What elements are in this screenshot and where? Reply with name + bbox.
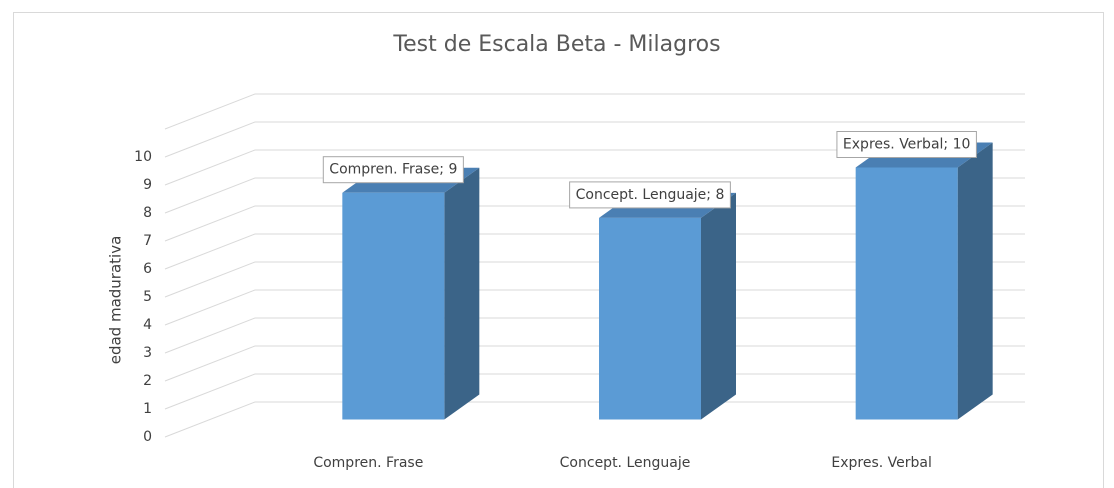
y-tick-label: 4: [143, 317, 152, 333]
y-tick-label: 9: [143, 177, 152, 193]
data-label: Compren. Frase; 9: [329, 162, 457, 178]
x-tick-label: Concept. Lenguaje: [560, 455, 691, 471]
x-tick-label: Expres. Verbal: [831, 455, 932, 471]
data-label-box: [836, 131, 977, 158]
grid-line: [164, 401, 1025, 438]
bar-side: [444, 167, 480, 420]
bar-front: [855, 167, 958, 420]
data-label-box: [569, 181, 731, 209]
y-tick-label: 0: [143, 429, 152, 445]
y-tick-label: 10: [134, 149, 152, 165]
grid-line: [164, 261, 1025, 298]
grid-line: [164, 289, 1025, 326]
bar-side: [957, 142, 993, 420]
bar-front: [342, 192, 445, 420]
wall-edge: [164, 93, 1025, 130]
y-tick-label: 7: [143, 233, 152, 249]
y-tick-label: 6: [143, 261, 152, 277]
grid-line: [164, 149, 1025, 186]
grid-line: [164, 345, 1025, 382]
grid-line: [164, 205, 1025, 242]
grid-line: [164, 373, 1025, 410]
y-tick-label: 8: [143, 205, 152, 221]
y-axis-label: edad madurativa: [107, 236, 125, 365]
chart-title: Test de Escala Beta - Milagros: [392, 32, 720, 57]
bar: [342, 167, 480, 420]
bar-side: [701, 192, 736, 420]
grid-line: [164, 177, 1025, 214]
y-tick-label: 1: [143, 401, 152, 417]
bar-front: [599, 217, 701, 420]
data-label-box: [322, 156, 464, 184]
data-label: Expres. Verbal; 10: [843, 137, 970, 153]
y-tick-label: 2: [143, 373, 152, 389]
bar: [855, 142, 993, 420]
grid-line: [164, 121, 1025, 158]
bar: [599, 192, 736, 420]
data-label: Concept. Lenguaje; 8: [576, 187, 725, 203]
grid-line: [164, 317, 1025, 354]
y-tick-label: 5: [143, 289, 152, 305]
grid-line: [164, 233, 1025, 270]
y-tick-label: 3: [143, 345, 152, 361]
x-tick-label: Compren. Frase: [313, 455, 423, 471]
